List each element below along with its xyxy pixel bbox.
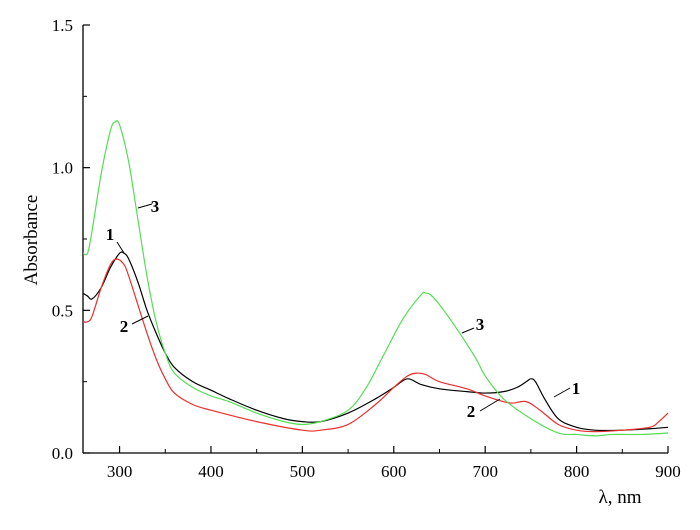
y-tick-label: 1.0 [52,159,73,178]
x-tick-label: 700 [472,462,498,481]
series-line-3 [82,119,669,437]
curve-label-2: 2 [120,317,129,336]
y-tick-label: 0.0 [52,444,73,463]
x-axis-ticks: 300 400 500 600 700 800 900 [107,446,681,481]
series-line-1 [82,251,669,432]
series-line-2 [82,258,669,433]
x-tick-label: 400 [198,462,224,481]
x-tick-label: 900 [655,462,681,481]
annotation-layer: 1 2 3 1 2 3 [106,197,581,421]
curve-label-leader [553,387,571,398]
curve-label-3: 3 [476,315,485,334]
series-layer [82,119,669,437]
curve-label-1: 1 [106,225,115,244]
curve-label-leader [116,241,125,254]
x-axis-title: λ, nm [599,487,642,508]
curve-label-1: 1 [572,379,581,398]
x-tick-label: 300 [107,462,133,481]
curve-label-leader [461,327,475,334]
curve-label-leader [137,203,153,209]
x-tick-label: 800 [564,462,590,481]
x-tick-label: 600 [381,462,407,481]
y-tick-label: 1.5 [52,16,73,35]
curve-label-3: 3 [151,197,160,216]
y-axis-ticks: 0.0 0.5 1.0 1.5 [52,16,90,463]
curve-label-leader [131,315,149,325]
y-tick-label: 0.5 [52,301,73,320]
y-axis-title: Absorbance [21,195,42,286]
curve-label-2: 2 [467,402,476,421]
curve-label-leader [479,398,501,412]
x-tick-label: 500 [290,462,316,481]
